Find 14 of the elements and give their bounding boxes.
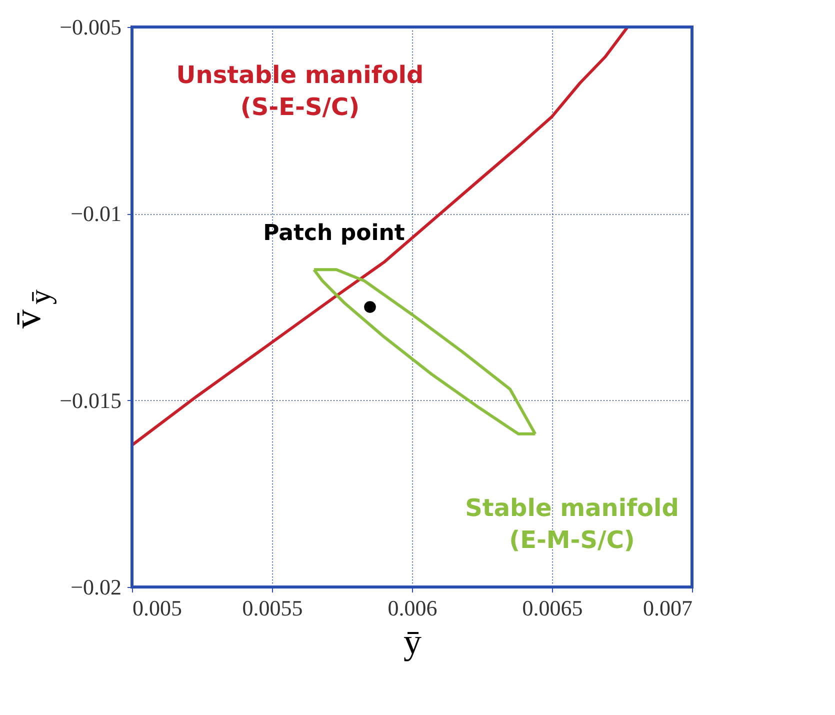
x-tick-label: 0.007 [643,596,692,620]
y-axis-title: v̄ȳ [7,290,57,328]
text: Unstable manifold (S-E-S/C) [176,61,424,121]
y-tick-label: −0.005 [60,14,122,40]
x-tick-label: 0.0055 [242,596,303,620]
y-tick-label: −0.015 [60,388,122,413]
text: Patch point [263,221,406,246]
y-tick-label: −0.02 [70,574,122,600]
x-axis-title: ȳ [404,622,422,662]
x-tick-label: 0.0065 [522,596,583,620]
text: Stable manifold (E-M-S/C) [465,494,679,554]
y-tick-label: −0.01 [70,201,122,226]
x-tick-label: 0.005 [132,596,182,620]
x-tick-label: 0.006 [388,596,438,620]
